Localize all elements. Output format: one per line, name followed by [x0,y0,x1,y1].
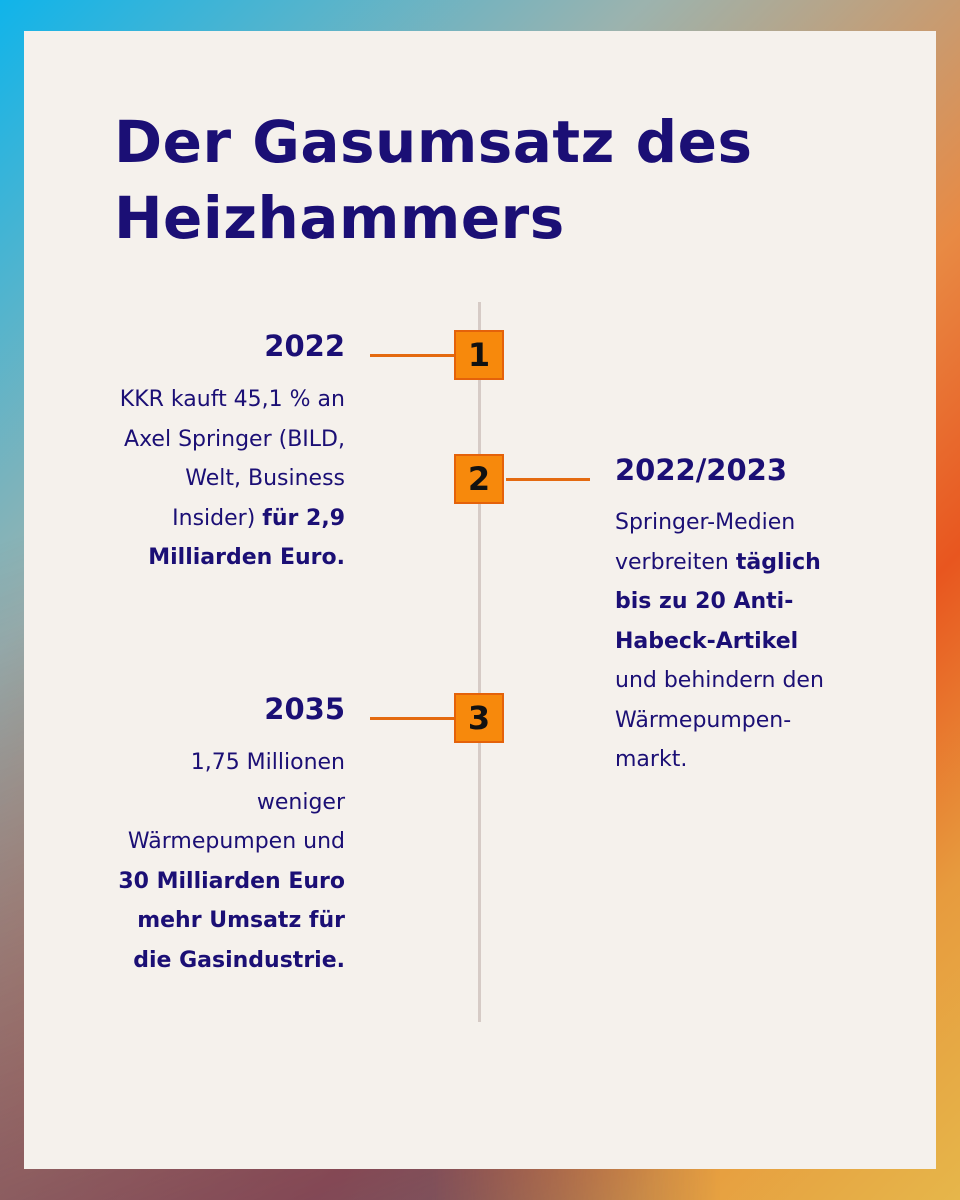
event-3-text: 1,75 Millionen weniger Wärmepumpen und 3… [100,743,345,980]
event-2-text-regular-b: und behindern den Wärmepumpen-markt. [615,668,824,772]
connector-2 [506,478,590,481]
event-2-text-regular-a: Springer-Medien verbreiten [615,510,796,575]
event-2-text: Springer-Medien verbreiten täglich bis z… [615,503,847,780]
title-line-1: Der Gasumsatz des [114,108,753,176]
connector-1 [370,354,454,357]
page-title: Der Gasumsatz des Heizhammers [114,104,814,256]
event-3-text-bold: 30 Milliarden Euro mehr Umsatz für die G… [118,868,345,973]
event-2-text-bold: täglich bis zu 20 Anti-Habeck-Artikel [615,549,821,654]
event-1-text-bold: für 2,9 Milliarden Euro. [148,505,345,571]
event-2-year: 2022/2023 [615,453,788,487]
timeline-marker-3: 3 [454,693,504,743]
event-3-year: 2035 [264,692,345,726]
timeline-axis [478,302,481,1022]
title-line-2: Heizhammers [114,184,565,252]
connector-3 [370,717,454,720]
event-1-year: 2022 [264,329,345,363]
timeline-marker-2: 2 [454,454,504,504]
event-1-text-regular: KKR kauft 45,1 % an Axel Springer (BILD,… [119,387,345,531]
timeline-marker-1: 1 [454,330,504,380]
event-3-text-regular: 1,75 Millionen weniger Wärmepumpen und [127,750,345,854]
event-1-text: KKR kauft 45,1 % an Axel Springer (BILD,… [100,380,345,578]
